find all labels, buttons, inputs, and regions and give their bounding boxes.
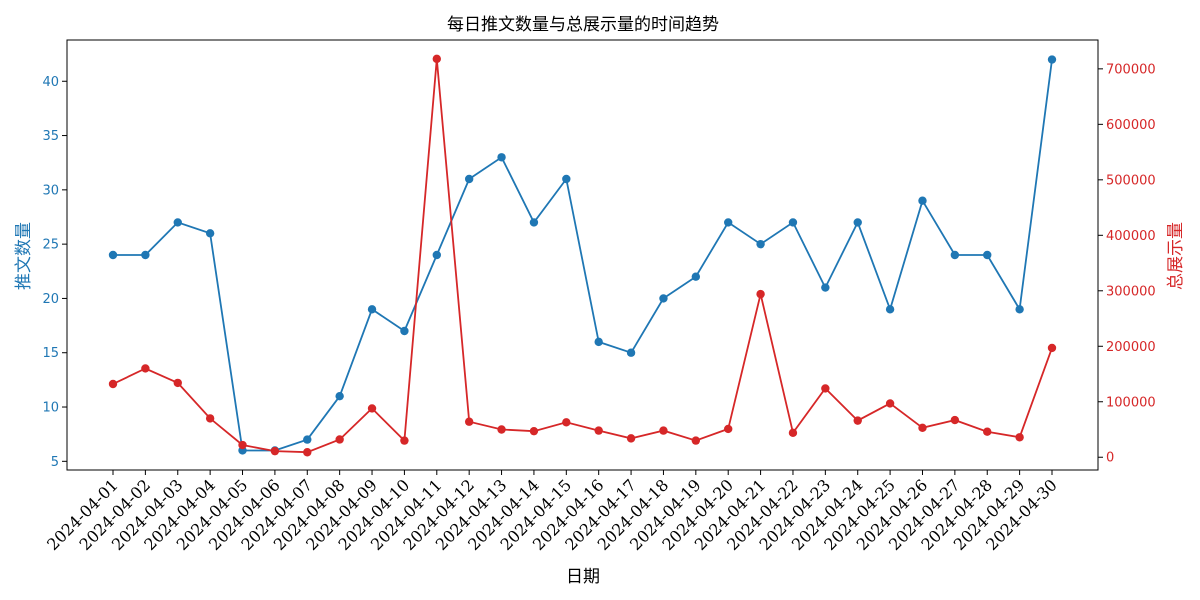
- impressions-point: [724, 424, 733, 434]
- y-left-tick-label: 10: [42, 401, 59, 416]
- y-axis-left-label: 推文数量: [14, 222, 34, 290]
- impressions-point: [497, 425, 506, 434]
- tweet-count-point: [724, 218, 733, 227]
- y-left-tick-label: 25: [42, 238, 59, 253]
- tweet-count-point: [756, 239, 765, 249]
- plot-area: 5 10 15 20 25 30 35 40 0 100000 200000 300000 400000…: [42, 39, 1156, 554]
- impressions-point: [659, 426, 668, 435]
- tweet-count-line: [113, 59, 1053, 452]
- tweet-count-point: [303, 435, 312, 444]
- y-right-tick-label: 200000: [1106, 340, 1156, 355]
- y-left-tick-label: 15: [42, 346, 59, 361]
- tweet-count-point: [1015, 305, 1024, 314]
- y-left-tick-label: 30: [42, 183, 59, 198]
- tweet-count-point: [562, 174, 571, 184]
- tweet-count-point: [788, 218, 798, 227]
- tweet-count-point: [400, 326, 409, 336]
- tweet-count-point: [108, 250, 118, 260]
- tweet-count-point: [853, 218, 862, 227]
- tweet-count-point: [594, 337, 603, 347]
- tweet-count-point: [173, 218, 182, 227]
- impressions-point: [270, 446, 280, 456]
- tweet-count-point: [983, 250, 992, 260]
- y-right-tick-label: 400000: [1106, 229, 1156, 244]
- impressions-point: [821, 384, 830, 393]
- tweet-count-point: [205, 229, 215, 238]
- plot-frame: [66, 39, 1099, 471]
- tweet-count-point: [626, 348, 636, 357]
- impressions-point: [464, 417, 474, 426]
- tweet-count-point: [821, 283, 830, 292]
- y-right-tick-label: 100000: [1106, 395, 1156, 410]
- tweet-count-point: [335, 391, 344, 401]
- impressions-point: [303, 448, 312, 457]
- impressions-point: [432, 54, 441, 64]
- impressions-point: [400, 436, 409, 445]
- impressions-point: [367, 404, 377, 413]
- impressions-point: [853, 416, 862, 425]
- y-right-tick-label: 500000: [1106, 173, 1156, 188]
- y-left-tick-label: 20: [42, 292, 59, 307]
- impressions-point: [626, 434, 636, 443]
- impressions-point: [918, 423, 927, 433]
- impressions-point: [141, 364, 150, 373]
- impressions-point: [335, 435, 344, 444]
- impressions-point: [950, 415, 960, 425]
- y-left-tick-label: 40: [42, 75, 59, 90]
- impressions-point: [562, 418, 571, 427]
- tweet-count-point: [691, 272, 701, 281]
- tweet-count-point: [659, 294, 668, 303]
- impressions-point: [529, 426, 539, 436]
- impressions-point: [238, 440, 247, 450]
- tweet-count-point: [464, 174, 474, 184]
- impressions-line: [112, 58, 1053, 454]
- chart-title: 每日推文数量与总展示量的时间趋势: [447, 15, 719, 35]
- tweet-count-point: [950, 250, 960, 260]
- x-axis-label: 日期: [566, 567, 600, 587]
- y-right-tick-label: 300000: [1106, 284, 1156, 299]
- impressions-point: [108, 379, 118, 389]
- impressions-point: [1047, 343, 1057, 353]
- tweet-count-point: [432, 250, 441, 260]
- impressions-point: [691, 436, 701, 445]
- impressions-point: [1015, 433, 1024, 442]
- tweet-count-point: [141, 250, 150, 260]
- tweet-count-point: [918, 196, 927, 205]
- y-left-tick-label: 5: [51, 455, 59, 470]
- tweet-count-point: [367, 305, 377, 314]
- y-left-tick-label: 35: [42, 129, 59, 144]
- tweet-count-point: [497, 153, 506, 162]
- tweet-count-point: [885, 305, 895, 314]
- y-right-tick-label: 700000: [1106, 62, 1156, 77]
- impressions-point: [756, 289, 765, 299]
- impressions-point: [788, 428, 798, 438]
- impressions-point: [173, 378, 182, 388]
- impressions-point: [885, 399, 895, 408]
- impressions-point: [205, 414, 215, 423]
- impressions-point: [594, 426, 603, 435]
- y-axis-right-label: 总展示量: [1166, 222, 1186, 290]
- tweet-count-point: [1047, 55, 1057, 64]
- y-right-tick-label: 0: [1106, 451, 1114, 466]
- impressions-point: [983, 427, 992, 436]
- tweet-count-point: [529, 218, 539, 227]
- y-right-tick-label: 600000: [1106, 118, 1156, 133]
